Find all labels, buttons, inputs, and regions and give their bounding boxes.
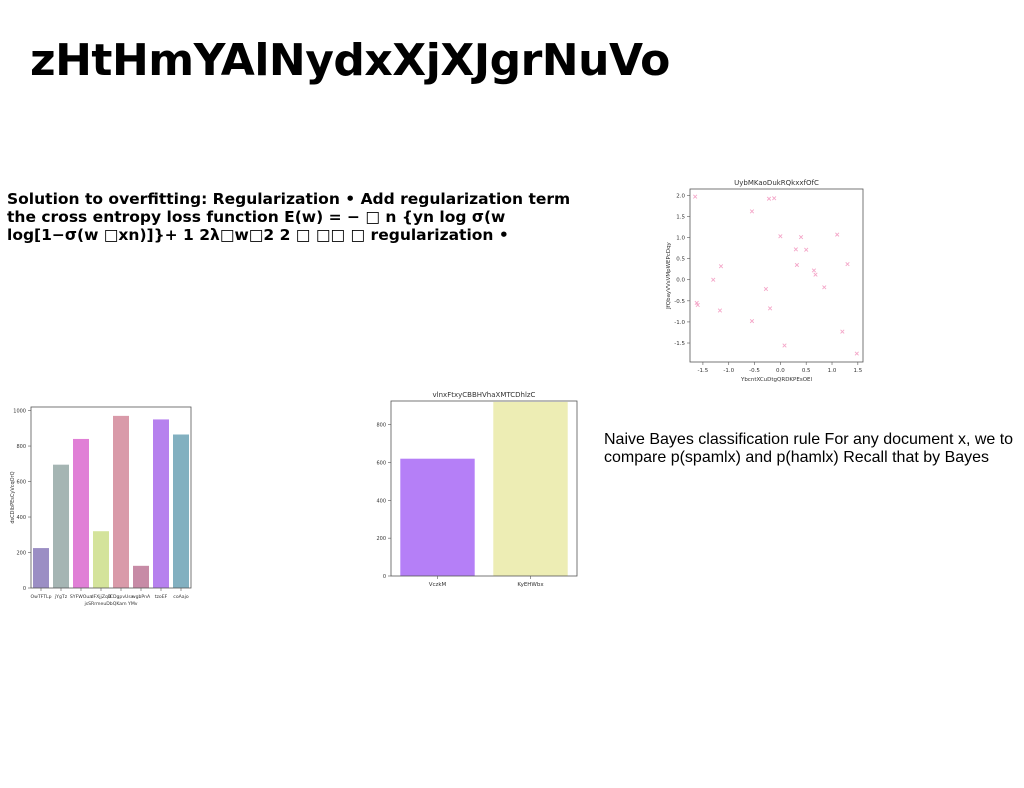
scatter-point	[695, 302, 700, 308]
y-tick-label: 1.0	[676, 236, 685, 242]
y-axis-label: JfQbayVVsVMpWEPcDqy	[666, 241, 672, 309]
scatter-point	[749, 318, 755, 324]
y-tick-label: -0.5	[674, 299, 685, 305]
y-tick-label: 200	[16, 551, 26, 557]
y-tick-label: 400	[16, 515, 26, 521]
scatter-point	[793, 247, 798, 252]
y-tick-label: 2.0	[676, 193, 685, 199]
x-tick-label: SYFWOua	[70, 594, 92, 600]
scatter-point	[813, 272, 818, 277]
plot-frame	[390, 400, 578, 577]
y-tick-label: 600	[16, 480, 26, 486]
x-tick-label: -0.5	[749, 368, 760, 374]
x-tick-label: -1.5	[698, 368, 709, 374]
y-tick-label: 400	[376, 498, 386, 504]
x-tick-label: OwTFTLp	[30, 594, 51, 600]
bar	[93, 531, 109, 588]
y-tick-label: 0	[383, 574, 386, 580]
scatter-point	[804, 247, 809, 252]
bar	[153, 419, 169, 588]
chart-title: vlnxFtxyCBBHVhaXMTCDhlzC	[433, 391, 536, 399]
x-tick-label: tzoEF	[155, 594, 168, 600]
scatter-point	[749, 209, 755, 214]
x-tick-label: 0.5	[802, 368, 811, 374]
x-tick-label: dFXjjZqD	[91, 594, 112, 600]
bar	[400, 458, 475, 576]
x-tick-label: 1.5	[853, 368, 862, 374]
scatter-point	[845, 261, 850, 267]
x-tick-label: coAajo	[173, 594, 189, 600]
x-tick-label: -1.0	[723, 368, 734, 374]
y-axis-label: dsCDlbPEsCyVcqOrQ	[10, 471, 16, 523]
bar-chart-left: 0 200 400 600 800 1000 OwTFTLp jYgTz SYFWOuadFXj…	[10, 406, 192, 607]
y-tick-label: 0	[23, 586, 26, 592]
x-tick-label: lCDgpvUsx	[108, 594, 133, 600]
bar	[113, 415, 129, 588]
bar	[493, 401, 568, 576]
scatter-point	[822, 285, 827, 290]
y-tick-label: 0.5	[676, 257, 685, 263]
chart-title: UybMKaoDukRQkxxfOfC	[734, 179, 819, 187]
y-tick-label: 200	[376, 536, 386, 542]
x-tick-label: jYgTz	[54, 594, 68, 600]
bar	[73, 438, 89, 588]
plot-frame	[30, 406, 192, 589]
x-tick-label: 0.0	[776, 368, 785, 374]
x-tick-label: KyEHWbx	[517, 582, 544, 588]
y-tick-label: 800	[16, 444, 26, 450]
bar	[33, 548, 49, 588]
scatter-point	[763, 286, 769, 292]
y-tick-label: 800	[376, 423, 386, 429]
y-tick-label: 0.0	[676, 278, 685, 284]
naive-bayes-paragraph: Naive Bayes classification rule For any …	[604, 431, 1014, 466]
scatter-point	[693, 194, 698, 199]
scatter-point	[840, 329, 845, 334]
scatter-point	[778, 234, 783, 239]
scatter-point	[772, 196, 777, 201]
page-title: zHtHmYAlNydxXjXJgrNuVo	[30, 35, 670, 86]
regularization-paragraph: Solution to overfitting: Regularization …	[7, 190, 571, 244]
x-axis-label: YbcntXCuDtgQRDKPEsOEl	[740, 377, 813, 383]
bar	[53, 464, 69, 588]
plot-frame	[689, 188, 864, 363]
scatter-point	[717, 308, 723, 313]
scatter-point	[711, 277, 716, 282]
y-tick-label: 1.5	[676, 214, 685, 220]
scatter-point	[835, 232, 840, 237]
scatter-point	[782, 343, 787, 348]
bar	[133, 565, 149, 588]
x-tick-label: VczkM	[429, 582, 447, 588]
scatter-point	[694, 300, 699, 306]
y-tick-label: 600	[376, 460, 386, 466]
scatter-point	[794, 262, 800, 268]
scatter-point	[718, 264, 724, 269]
x-tick-label: wgbPnA	[132, 594, 151, 600]
scatter-point	[854, 351, 859, 356]
bar	[173, 434, 189, 588]
x-tick-label: 1.0	[828, 368, 837, 374]
y-tick-label: -1.5	[674, 341, 685, 347]
x-tick-label: jsSRrmeuDbQKam YMv	[83, 601, 137, 607]
scatter-point	[767, 306, 773, 311]
scatter-point	[798, 234, 804, 240]
scatter-point	[811, 268, 817, 273]
y-tick-label: 1000	[13, 409, 26, 415]
scatter-point	[766, 196, 772, 201]
bar-chart-right: vlnxFtxyCBBHVhaXMTCDhlzC 0 200 400 600 800 Vcz…	[376, 391, 578, 588]
y-tick-label: -1.0	[674, 320, 685, 326]
scatter-chart: UybMKaoDukRQkxxfOfC -1.5 -1.0 -0.5 0.0 0.5 1.0…	[666, 179, 864, 383]
